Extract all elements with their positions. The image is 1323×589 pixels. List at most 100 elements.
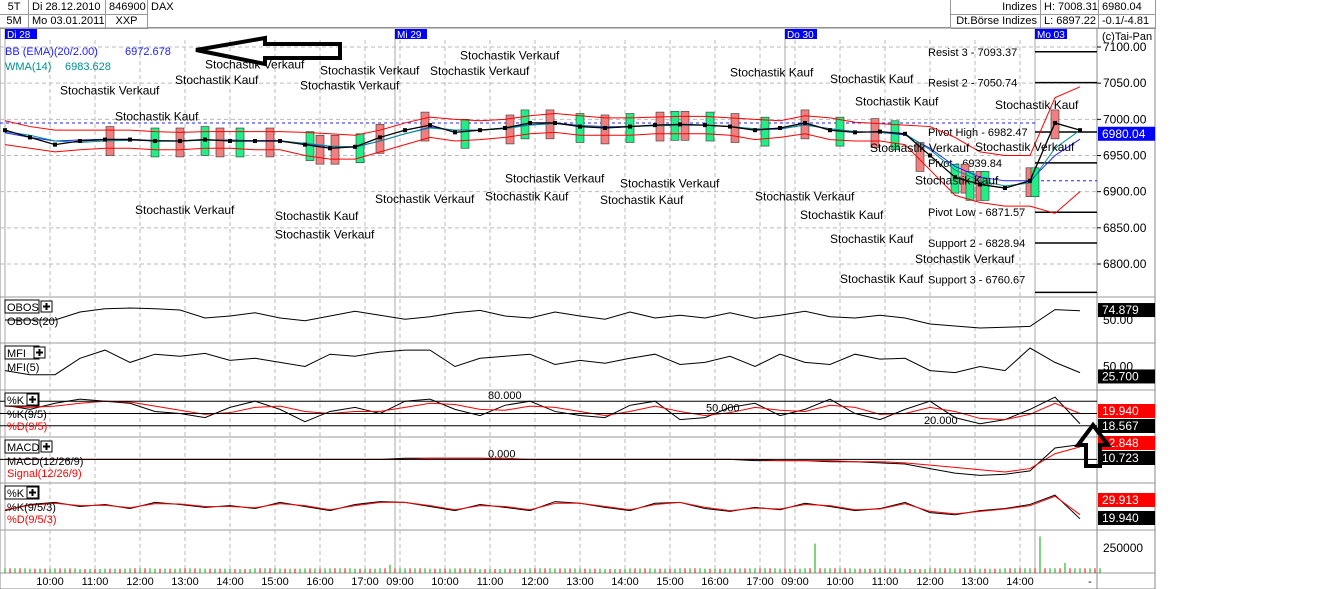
indicator-label: MFI(5) <box>7 362 39 374</box>
candle <box>153 139 157 144</box>
time-tick: 10:00 <box>826 576 854 588</box>
time-tick: 17:00 <box>746 576 774 588</box>
signal-kauf <box>460 119 470 149</box>
indicator-label: %K(9/5/3) <box>7 502 56 514</box>
indicator-label-2: %D(9/5/3) <box>7 514 57 526</box>
time-tick: 14:00 <box>611 576 639 588</box>
stochastik-annotation: Stochastik Kauf <box>485 189 569 203</box>
candle <box>853 130 857 135</box>
price-tick: 6850.00 <box>1103 221 1147 235</box>
pivot-label: Resist 2 - 7050.74 <box>928 78 1017 90</box>
candle <box>778 126 782 131</box>
candle <box>78 139 82 144</box>
time-tick: 14:00 <box>1006 576 1034 588</box>
signal-kauf <box>890 120 900 151</box>
stochastik-annotation: Stochastik Verkauf <box>375 192 475 206</box>
candle <box>253 139 257 144</box>
day-label: Mi 29 <box>397 30 422 41</box>
bb-upper-line <box>4 86 1081 156</box>
pivot-label: Pivot - 6939.84 <box>928 158 1002 170</box>
time-tick: 10:00 <box>431 576 459 588</box>
stochastik-annotation: Stochastik Verkauf <box>870 141 970 155</box>
candle <box>278 139 282 144</box>
time-tick: 16:00 <box>701 576 729 588</box>
time-tick: 11:00 <box>477 576 504 588</box>
pivot-label: Resist 3 - 7093.37 <box>928 47 1017 59</box>
signal-verkauf <box>315 134 325 165</box>
wkn: 846900 <box>106 0 148 15</box>
candle <box>828 128 832 133</box>
signal-verkauf <box>265 127 275 158</box>
candle <box>678 122 682 127</box>
wma-legend: WMA(14) 6983.628 <box>5 61 111 73</box>
macd-line-0 <box>5 444 1081 476</box>
candle <box>878 129 882 134</box>
indicator-name: OBOS <box>7 302 39 314</box>
time-tick: 15:00 <box>261 576 289 588</box>
candle <box>128 137 132 142</box>
stochastik-annotation: Stochastik Verkauf <box>60 84 160 98</box>
indicator-button <box>4 439 40 454</box>
indicator-tick: 250000 <box>1103 541 1143 555</box>
bb-label: BB (EMA)(20/2.00) <box>5 46 98 58</box>
price-tick: 6800.00 <box>1103 257 1147 271</box>
day-label-bg <box>785 29 817 39</box>
indicator-label: OBOS(20) <box>7 316 58 328</box>
candle <box>803 120 807 125</box>
signal-verkauf <box>215 127 225 158</box>
candle <box>503 126 507 131</box>
plus-icon <box>29 489 36 496</box>
indicator-name: MFI <box>7 348 26 360</box>
pivot-label: Pivot High - 6982.47 <box>928 127 1028 139</box>
candle <box>353 144 357 149</box>
day-label-bg <box>1035 29 1067 39</box>
stochastik-annotation: Stochastik Verkauf <box>505 171 605 185</box>
signal-kauf <box>760 116 770 147</box>
date-from[interactable]: Di 28.12.2010 <box>29 0 106 15</box>
pivot-label: Pivot Low - 6871.57 <box>928 207 1025 219</box>
arrow-left-icon <box>195 35 342 67</box>
stochastik-annotation: Stochastik Kauf <box>830 72 914 86</box>
indicator-label: %K(9/5) <box>7 409 47 421</box>
price-tick: 7050.00 <box>1103 76 1147 90</box>
signal-verkauf <box>680 111 690 141</box>
candle <box>453 130 457 135</box>
period-1[interactable]: 5T <box>0 0 29 15</box>
readout-value: 74.879 <box>1102 303 1139 317</box>
signal-kauf <box>965 171 975 201</box>
plus-icon <box>36 349 43 356</box>
indicator-label: MACD(12/26/9) <box>7 456 83 468</box>
readout-box <box>1098 369 1155 384</box>
bb-legend: BB (EMA)(20/2.00) 6972.678 <box>5 46 171 58</box>
plus-icon <box>43 443 50 450</box>
bb-lower-line <box>4 131 1081 214</box>
mfi-line-0 <box>4 347 1081 376</box>
indicator-button <box>4 299 40 314</box>
stochastik-annotation: Stochastik Verkauf <box>275 228 375 242</box>
readout-value: 10.723 <box>1102 451 1139 465</box>
candle <box>103 137 107 142</box>
candle <box>228 139 232 144</box>
last-price-label: 6980.04 <box>1102 127 1146 141</box>
time-tick: 14:00 <box>216 576 244 588</box>
stochastik-annotation: Stochastik Kauf <box>855 95 939 109</box>
candle <box>928 153 932 158</box>
wma-label: WMA(14) <box>5 61 52 73</box>
stochastik-annotation: Stochastik Kauf <box>115 110 199 124</box>
readout-value: 19.940 <box>1102 511 1139 525</box>
readout-value: 18.567 <box>1102 419 1139 433</box>
readout-box <box>1098 511 1155 525</box>
readout-box <box>1098 493 1155 507</box>
level-label: 80.000 <box>488 390 522 402</box>
candle <box>478 128 482 133</box>
last-price: 6980.04 <box>1099 0 1156 15</box>
stochastik-annotation: Stochastik Verkauf <box>915 252 1015 266</box>
obos-line-0 <box>5 307 1081 329</box>
candle <box>303 142 307 147</box>
candle <box>403 128 407 133</box>
candle <box>653 123 657 128</box>
candle <box>553 120 557 125</box>
time-tick: 11:00 <box>872 576 899 588</box>
stochastik-annotation: Stochastik Kauf <box>915 173 999 187</box>
